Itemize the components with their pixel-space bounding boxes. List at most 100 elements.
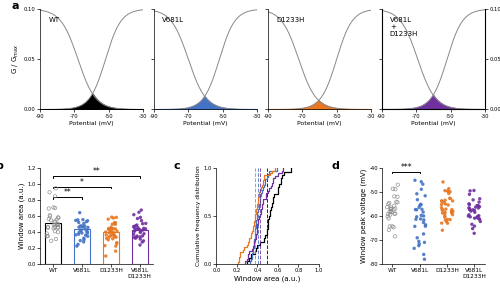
Point (391, 206, 399, 211)
Text: b: b (0, 161, 3, 171)
Y-axis label: Window area (a.u.): Window area (a.u.) (18, 183, 25, 249)
Point (439, 180, 447, 184)
Point (473, 203, 481, 208)
Point (384, 212, 392, 216)
Point (412, 207, 420, 212)
Point (84, 218, 92, 223)
Point (112, 249, 120, 254)
Point (50, 220, 58, 224)
Point (387, 207, 395, 212)
Point (449, 209, 457, 214)
Point (448, 209, 456, 214)
Point (47, 218, 55, 223)
Point (420, 232, 428, 236)
Point (83, 229, 91, 234)
Point (411, 224, 419, 229)
Point (387, 205, 395, 210)
Point (416, 242, 424, 246)
Point (438, 208, 446, 213)
X-axis label: Potential (mV): Potential (mV) (297, 122, 342, 126)
Point (81, 226, 89, 231)
Point (54, 230, 62, 235)
Point (112, 220, 120, 225)
Point (46, 190, 54, 195)
Point (412, 214, 420, 219)
Text: WT: WT (48, 17, 60, 23)
Point (442, 207, 450, 212)
Point (44, 225, 52, 230)
Point (444, 189, 452, 194)
Point (130, 232, 138, 237)
Point (50, 205, 58, 210)
Point (394, 194, 402, 199)
Point (131, 228, 139, 233)
Point (466, 192, 473, 197)
Point (105, 235, 113, 239)
Point (108, 215, 116, 220)
Point (52, 223, 60, 228)
Point (112, 215, 120, 220)
Point (464, 214, 472, 218)
Point (439, 208, 447, 212)
Point (108, 232, 116, 237)
X-axis label: Potential (mV): Potential (mV) (184, 122, 228, 126)
Point (444, 217, 452, 222)
Point (142, 226, 150, 231)
Point (132, 235, 140, 239)
Point (72, 218, 80, 223)
Point (138, 208, 145, 212)
Point (441, 214, 449, 218)
Point (104, 237, 112, 242)
Point (392, 200, 400, 204)
Point (112, 222, 120, 227)
Point (418, 187, 426, 192)
Point (84, 234, 92, 239)
Point (136, 237, 144, 242)
Point (448, 209, 456, 214)
Point (136, 215, 144, 220)
Point (135, 210, 143, 214)
Point (142, 221, 150, 226)
Point (438, 199, 446, 203)
Point (476, 196, 484, 201)
Point (466, 207, 473, 212)
Point (53, 222, 61, 227)
Point (384, 214, 392, 219)
Point (388, 210, 396, 214)
Point (82, 233, 90, 238)
Point (413, 191, 421, 196)
Point (130, 235, 138, 240)
Point (394, 200, 402, 205)
X-axis label: Window area (a.u.): Window area (a.u.) (234, 276, 301, 282)
Point (82, 219, 90, 224)
Point (417, 202, 425, 207)
Point (392, 187, 400, 192)
Point (444, 202, 452, 207)
Point (110, 220, 118, 225)
Point (43, 231, 51, 236)
Point (80, 221, 88, 226)
X-axis label: Potential (mV): Potential (mV) (70, 122, 114, 126)
Bar (132, 230, 148, 264)
Point (106, 234, 114, 239)
Point (474, 214, 482, 219)
Point (420, 218, 428, 222)
Point (418, 179, 426, 184)
Point (448, 199, 456, 203)
Point (110, 233, 118, 238)
Point (110, 232, 118, 237)
Point (137, 229, 145, 233)
Point (467, 209, 475, 214)
Point (74, 220, 82, 225)
Point (470, 216, 478, 220)
Point (388, 224, 396, 229)
Point (134, 225, 142, 230)
Point (415, 205, 423, 210)
Point (466, 188, 474, 193)
Text: d: d (331, 161, 339, 171)
Point (108, 236, 116, 241)
Point (419, 182, 427, 187)
Point (113, 229, 121, 234)
Point (106, 227, 114, 232)
Point (138, 218, 145, 223)
